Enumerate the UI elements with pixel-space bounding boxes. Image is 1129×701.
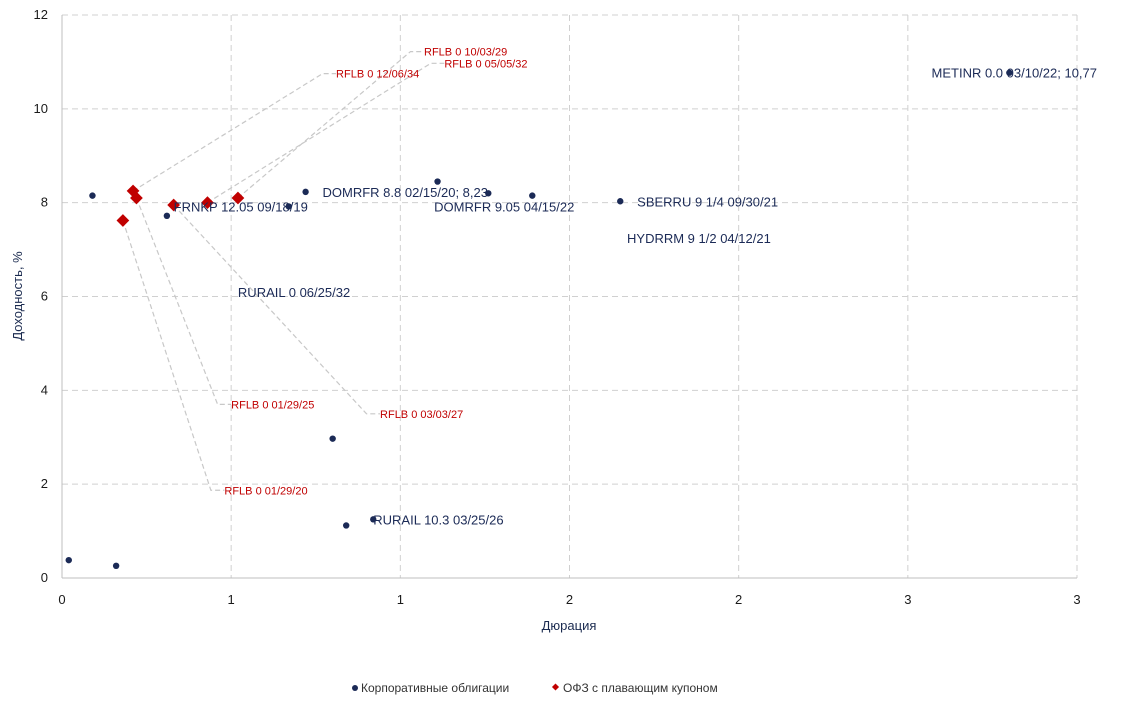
y-tick-label: 0 [41, 570, 48, 585]
legend: Корпоративные облигации ОФЗ с плавающим … [352, 681, 718, 695]
corporate-point-label: RURAIL 10.3 03/25/26 [373, 512, 503, 527]
corporate-point-label: DOMRFR 9.05 04/15/22 [434, 199, 574, 214]
corporate-point [1006, 69, 1013, 76]
x-tick-label: 1 [228, 592, 235, 607]
corporate-point-label: DOMRFR 8.8 02/15/20; 8,23 [323, 185, 488, 200]
leader-lines [122, 50, 445, 491]
y-tick-label: 2 [41, 476, 48, 491]
y-tick-label: 8 [41, 195, 48, 210]
x-tick-label: 1 [397, 592, 404, 607]
point-labels: FRNKP 12.05 09/18/19 DOMRFR 8.8 02/15/20;… [174, 47, 1097, 528]
y-tick-label: 4 [41, 382, 48, 397]
x-tick-label: 3 [1073, 592, 1080, 607]
leader-line [135, 197, 232, 406]
x-tick-label: 2 [566, 592, 573, 607]
legend-circle-marker [352, 685, 358, 691]
x-tick-label: 0 [58, 592, 65, 607]
ofz-point [201, 196, 214, 210]
y-tick-label: 6 [41, 289, 48, 304]
ofz-point-label: RFLB 0 01/29/25 [231, 399, 314, 411]
ofz-point-label: RFLB 0 05/05/32 [444, 58, 527, 70]
corporate-point [370, 516, 377, 523]
corporate-point [434, 178, 441, 185]
corporate-point [89, 192, 96, 199]
x-tick-label: 3 [904, 592, 911, 607]
ofz-point [116, 214, 130, 227]
legend-label-corporate: Корпоративные облигации [361, 681, 509, 695]
corporate-point [485, 190, 492, 197]
ofz-point-label: RFLB 0 10/03/29 [424, 47, 507, 59]
data-points [65, 69, 1013, 570]
ofz-point-label: RFLB 0 12/06/34 [336, 69, 419, 81]
leader-line [237, 50, 425, 199]
corporate-point [302, 188, 309, 196]
y-axis-title: Доходность, % [10, 251, 25, 341]
corporate-point-label: HYDRRM 9 1/2 04/12/21 [627, 231, 771, 246]
corporate-point [617, 198, 624, 205]
corporate-point [112, 562, 120, 570]
corporate-point [329, 435, 336, 442]
y-tick-label: 12 [34, 7, 48, 22]
corporate-point-label: METINR 0.0 03/10/22; 10,77 [932, 66, 1097, 81]
legend-label-ofz: ОФЗ с плавающим купоном [563, 681, 718, 695]
leader-line [207, 62, 445, 204]
leader-line [173, 204, 381, 415]
corporate-point [163, 212, 171, 220]
legend-item-ofz[interactable]: ОФЗ с плавающим купоном [551, 681, 718, 695]
ofz-point [130, 191, 143, 205]
corporate-point [529, 192, 536, 199]
leader-line [122, 220, 225, 491]
x-tick-label: 2 [735, 592, 742, 607]
corporate-point [285, 203, 292, 210]
corporate-point [65, 556, 72, 564]
ofz-point-label: RFLB 0 03/03/27 [380, 409, 463, 421]
corporate-point [343, 522, 350, 529]
corporate-point-label: RURAIL 0 06/25/32 [238, 285, 350, 300]
ofz-point [167, 198, 181, 212]
corporate-point-label: SBERRU 9 1/4 09/30/21 [637, 194, 778, 209]
leader-line [132, 73, 337, 192]
y-tick-label: 10 [34, 101, 48, 116]
corporate-point-label: FRNKP 12.05 09/18/19 [174, 199, 308, 214]
grid [62, 14, 1078, 578]
x-axis-title: Дюрация [542, 618, 597, 633]
ofz-point-label: RFLB 0 01/29/20 [224, 485, 307, 497]
ofz-point [231, 191, 245, 205]
legend-diamond-marker [551, 683, 560, 691]
legend-item-corporate[interactable]: Корпоративные облигации [352, 681, 509, 695]
